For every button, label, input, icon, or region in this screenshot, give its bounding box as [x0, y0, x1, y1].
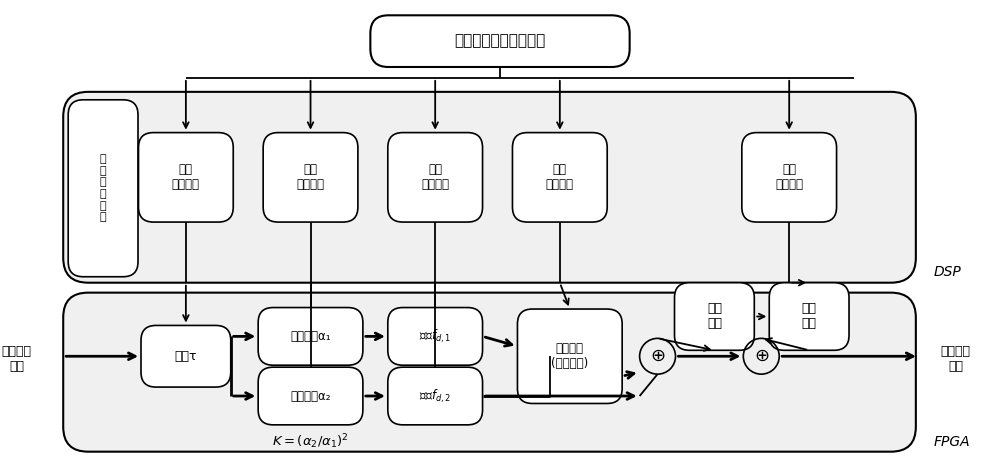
FancyBboxPatch shape — [258, 307, 363, 365]
Text: 损耗因子α₁: 损耗因子α₁ — [290, 330, 331, 343]
Text: FPGA: FPGA — [934, 435, 970, 449]
FancyBboxPatch shape — [675, 283, 754, 350]
Text: $K=(\alpha_2/\alpha_1)^2$: $K=(\alpha_2/\alpha_1)^2$ — [272, 432, 349, 451]
FancyBboxPatch shape — [388, 367, 483, 425]
FancyBboxPatch shape — [141, 326, 231, 387]
Text: 定点
噪声系数: 定点 噪声系数 — [775, 163, 803, 191]
FancyBboxPatch shape — [769, 283, 849, 350]
FancyBboxPatch shape — [388, 307, 483, 365]
Text: 功率
统计: 功率 统计 — [707, 303, 722, 331]
Text: 硬
件
参
数
模
拟: 硬 件 参 数 模 拟 — [100, 154, 106, 222]
Text: 定点
相对时延: 定点 相对时延 — [172, 163, 200, 191]
FancyBboxPatch shape — [139, 133, 233, 222]
FancyBboxPatch shape — [517, 309, 622, 404]
Text: $\oplus$: $\oplus$ — [754, 347, 769, 365]
FancyBboxPatch shape — [258, 367, 363, 425]
FancyBboxPatch shape — [742, 133, 837, 222]
Text: 定点
衰落参数: 定点 衰落参数 — [546, 163, 574, 191]
Text: 时延τ: 时延τ — [175, 350, 197, 363]
FancyBboxPatch shape — [68, 100, 138, 277]
FancyBboxPatch shape — [388, 133, 483, 222]
Text: 定点
莱斯因子: 定点 莱斯因子 — [297, 163, 325, 191]
Text: 主控单元信道状态参数: 主控单元信道状态参数 — [454, 33, 546, 49]
FancyBboxPatch shape — [370, 15, 630, 67]
Text: 信道衰落
(太阳闪烁): 信道衰落 (太阳闪烁) — [551, 342, 588, 370]
Text: 频移$f_{d,2}$: 频移$f_{d,2}$ — [419, 387, 451, 405]
Text: $\oplus$: $\oplus$ — [650, 347, 665, 365]
Text: DSP: DSP — [934, 265, 962, 279]
Text: 定点
频移参数: 定点 频移参数 — [421, 163, 449, 191]
Text: 损耗因子α₂: 损耗因子α₂ — [290, 390, 331, 403]
FancyBboxPatch shape — [63, 292, 916, 452]
Text: 高斯
噪声: 高斯 噪声 — [802, 303, 817, 331]
FancyBboxPatch shape — [263, 133, 358, 222]
FancyBboxPatch shape — [512, 133, 607, 222]
Text: 基带信号
输入: 基带信号 输入 — [1, 345, 31, 373]
FancyBboxPatch shape — [63, 92, 916, 283]
Text: 频移$f_{d,1}$: 频移$f_{d,1}$ — [419, 328, 451, 345]
Text: 基带信号
输出: 基带信号 输出 — [941, 345, 971, 373]
